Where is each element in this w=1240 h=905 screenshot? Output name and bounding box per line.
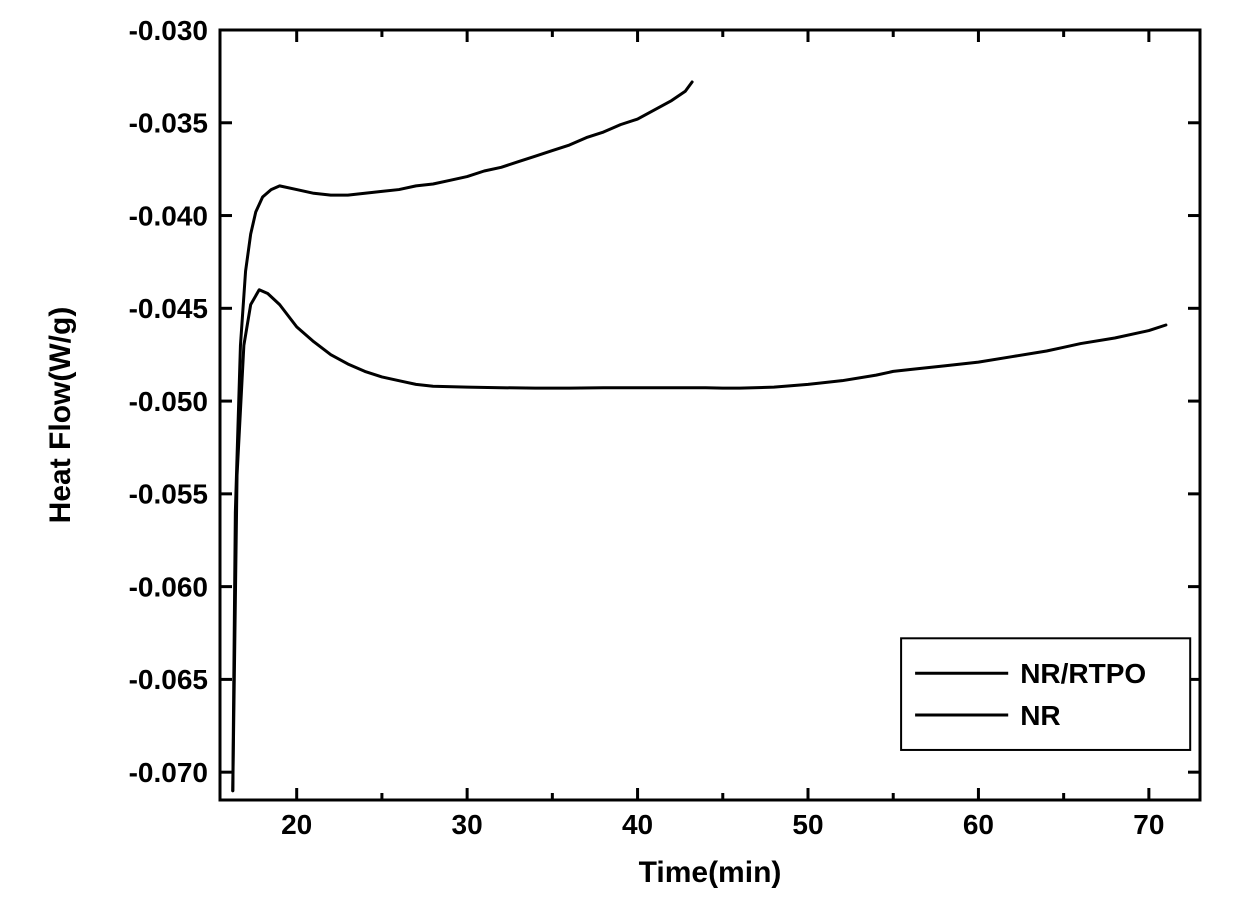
x-tick-label: 40: [622, 809, 653, 840]
y-axis-title: Heat Flow(W/g): [44, 307, 77, 524]
y-tick-label: -0.030: [129, 15, 208, 46]
x-tick-label: 50: [792, 809, 823, 840]
legend-label: NR/RTPO: [1020, 658, 1146, 689]
y-tick-label: -0.045: [129, 293, 208, 324]
x-tick-label: 20: [281, 809, 312, 840]
y-tick-label: -0.060: [129, 571, 208, 602]
x-axis-title: Time(min): [639, 856, 782, 889]
x-tick-label: 70: [1133, 809, 1164, 840]
y-tick-label: -0.055: [129, 479, 208, 510]
x-tick-label: 30: [452, 809, 483, 840]
heat-flow-chart: 20 30 40 50 60 70 Time(min) -0.070 -0.065 -0.060 -…: [0, 0, 1240, 905]
y-tick-label: -0.050: [129, 386, 208, 417]
y-tick-label: -0.040: [129, 200, 208, 231]
legend-label: NR: [1020, 700, 1060, 731]
x-tick-label: 60: [963, 809, 994, 840]
legend-box: [901, 638, 1190, 750]
y-tick-label: -0.065: [129, 664, 208, 695]
chart-svg: 20 30 40 50 60 70 Time(min) -0.070 -0.065 -0.060 -…: [0, 0, 1240, 905]
y-tick-label: -0.070: [129, 757, 208, 788]
y-tick-label: -0.035: [129, 108, 208, 139]
